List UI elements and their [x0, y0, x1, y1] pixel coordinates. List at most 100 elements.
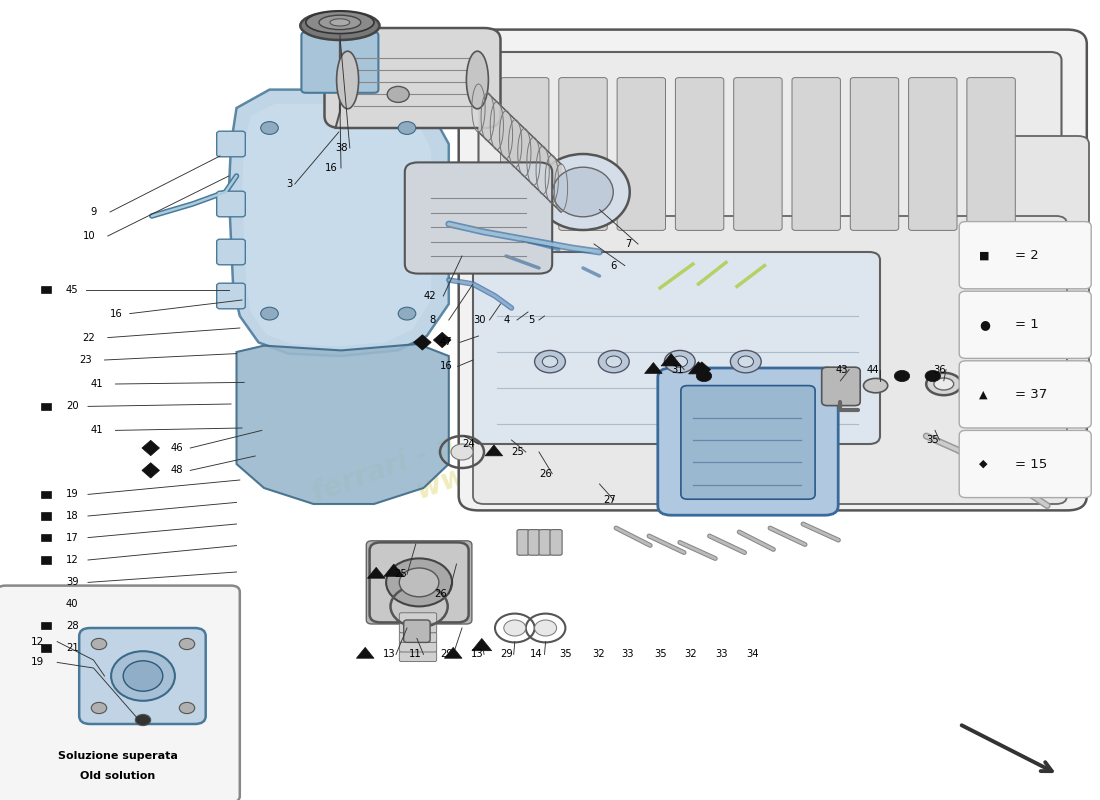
FancyBboxPatch shape [959, 291, 1091, 358]
Circle shape [598, 350, 629, 373]
Circle shape [398, 307, 416, 320]
FancyBboxPatch shape [399, 642, 437, 652]
Circle shape [261, 122, 278, 134]
FancyBboxPatch shape [301, 32, 378, 93]
Text: 24: 24 [462, 439, 474, 449]
FancyBboxPatch shape [0, 586, 240, 800]
Text: 46: 46 [170, 443, 183, 453]
Text: Old solution: Old solution [80, 771, 155, 781]
FancyBboxPatch shape [617, 78, 666, 230]
Text: 32: 32 [684, 650, 696, 659]
FancyBboxPatch shape [366, 541, 472, 624]
Ellipse shape [123, 661, 163, 691]
Ellipse shape [300, 11, 379, 40]
Circle shape [504, 620, 526, 636]
FancyBboxPatch shape [473, 216, 1067, 504]
Text: 35: 35 [654, 650, 667, 659]
Ellipse shape [926, 373, 961, 395]
Polygon shape [689, 362, 708, 374]
Bar [42, 513, 51, 520]
Text: 16: 16 [324, 163, 338, 173]
Text: 45: 45 [66, 285, 78, 294]
Text: ◆: ◆ [979, 459, 988, 469]
Text: Soluzione superata: Soluzione superata [58, 751, 177, 761]
Bar [42, 490, 51, 498]
Circle shape [535, 620, 557, 636]
Circle shape [696, 370, 712, 382]
Text: = 2: = 2 [1015, 249, 1040, 262]
FancyBboxPatch shape [517, 530, 529, 555]
Text: 26: 26 [434, 589, 448, 598]
Text: 29: 29 [440, 650, 453, 659]
FancyBboxPatch shape [959, 222, 1091, 289]
Text: 5: 5 [528, 315, 535, 325]
Text: 20: 20 [66, 402, 78, 411]
FancyBboxPatch shape [675, 78, 724, 230]
Text: ▲: ▲ [979, 390, 988, 399]
Polygon shape [142, 440, 160, 456]
FancyBboxPatch shape [959, 430, 1091, 498]
Text: 31: 31 [671, 365, 683, 374]
FancyBboxPatch shape [734, 78, 782, 230]
Ellipse shape [864, 378, 888, 393]
Text: 38: 38 [336, 143, 348, 153]
Bar [42, 557, 51, 563]
Ellipse shape [306, 11, 374, 34]
FancyBboxPatch shape [399, 622, 437, 633]
Text: 19: 19 [66, 490, 79, 499]
Text: 28: 28 [66, 621, 78, 630]
FancyBboxPatch shape [500, 78, 549, 230]
Text: 13: 13 [471, 650, 483, 659]
Circle shape [672, 356, 688, 367]
Polygon shape [229, 90, 449, 356]
Circle shape [179, 702, 195, 714]
FancyBboxPatch shape [404, 620, 430, 642]
FancyBboxPatch shape [370, 542, 469, 622]
Text: 34: 34 [746, 650, 758, 659]
Ellipse shape [319, 15, 361, 30]
FancyBboxPatch shape [324, 28, 500, 128]
Circle shape [386, 558, 452, 606]
Text: 19: 19 [31, 658, 44, 667]
Text: 26: 26 [539, 469, 552, 478]
FancyBboxPatch shape [79, 628, 206, 724]
Text: 32: 32 [592, 650, 604, 659]
FancyBboxPatch shape [459, 30, 1087, 510]
Circle shape [451, 444, 473, 460]
Ellipse shape [466, 51, 488, 109]
Circle shape [261, 307, 278, 320]
FancyBboxPatch shape [399, 651, 437, 662]
Polygon shape [485, 445, 503, 456]
Polygon shape [693, 362, 711, 378]
Text: 17: 17 [66, 533, 79, 542]
Text: 48: 48 [170, 466, 183, 475]
Ellipse shape [552, 167, 614, 217]
FancyBboxPatch shape [217, 283, 245, 309]
Text: 36: 36 [933, 365, 945, 374]
Circle shape [398, 122, 416, 134]
FancyBboxPatch shape [1001, 136, 1089, 408]
Circle shape [738, 356, 754, 367]
FancyBboxPatch shape [550, 530, 562, 555]
Text: 8: 8 [429, 315, 436, 325]
Bar [42, 534, 51, 541]
Text: 25: 25 [512, 447, 525, 457]
Text: 12: 12 [66, 555, 79, 565]
Bar [42, 286, 51, 293]
FancyBboxPatch shape [217, 191, 245, 217]
Text: 25: 25 [394, 570, 407, 579]
Text: 41: 41 [90, 426, 102, 435]
FancyBboxPatch shape [399, 613, 437, 623]
Text: 39: 39 [66, 578, 78, 587]
Text: 42: 42 [424, 291, 436, 301]
Text: 9: 9 [90, 207, 97, 217]
Text: 4: 4 [504, 315, 510, 325]
FancyBboxPatch shape [967, 78, 1015, 230]
Text: 35: 35 [926, 435, 938, 445]
Text: ferrari - a parte - catalogo
     www.ferrari.com: ferrari - a parte - catalogo www.ferrari… [309, 342, 714, 538]
FancyBboxPatch shape [539, 530, 551, 555]
Ellipse shape [111, 651, 175, 701]
Circle shape [535, 350, 565, 373]
Text: 33: 33 [715, 650, 727, 659]
Text: 43: 43 [836, 365, 848, 374]
